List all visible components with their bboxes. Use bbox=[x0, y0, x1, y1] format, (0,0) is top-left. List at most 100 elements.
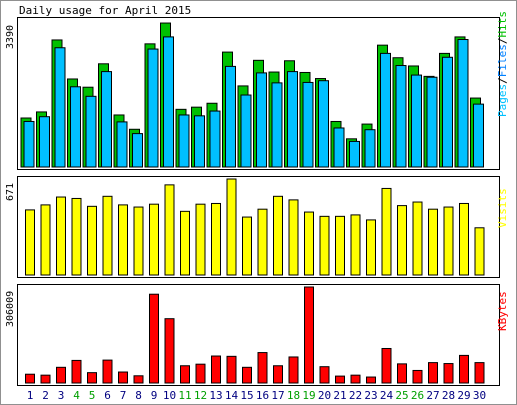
files-bar bbox=[333, 127, 345, 168]
visits-bar bbox=[102, 195, 113, 276]
day-label: 29 bbox=[457, 389, 470, 402]
files-bar bbox=[426, 76, 438, 168]
day-label: 21 bbox=[333, 389, 346, 402]
day-label: 7 bbox=[120, 389, 127, 402]
kbytes-bar bbox=[242, 366, 252, 384]
day-label: 25 bbox=[395, 389, 408, 402]
visits-bar bbox=[288, 199, 299, 276]
files-bar bbox=[54, 47, 66, 168]
visits-bar bbox=[56, 196, 66, 276]
files-bar bbox=[395, 65, 407, 168]
files-bar bbox=[178, 114, 190, 168]
files-bar bbox=[457, 39, 469, 168]
visits-bar bbox=[304, 211, 314, 276]
files-bar bbox=[411, 74, 422, 168]
day-label: 12 bbox=[194, 389, 207, 402]
visits-bar bbox=[257, 208, 268, 276]
visits-bar bbox=[25, 209, 35, 276]
visits-bar bbox=[149, 203, 159, 276]
visits-bar bbox=[412, 201, 423, 276]
day-label: 15 bbox=[240, 389, 253, 402]
kbytes-bar bbox=[71, 359, 82, 384]
day-label: 28 bbox=[442, 389, 455, 402]
day-label: 11 bbox=[178, 389, 191, 402]
files-bar bbox=[70, 86, 81, 168]
day-label: 2 bbox=[42, 389, 49, 402]
visits-bar bbox=[366, 219, 376, 276]
pages-files-hits-legend: Pages/Files/Hits bbox=[496, 11, 509, 117]
files-bar bbox=[101, 71, 112, 168]
day-label: 5 bbox=[89, 389, 96, 402]
kbytes-bar bbox=[428, 362, 438, 384]
kbytes-bar bbox=[56, 366, 66, 384]
kbytes-bar bbox=[25, 373, 35, 384]
files-bar bbox=[473, 103, 484, 168]
visits-bar bbox=[164, 184, 175, 276]
visits-bar bbox=[428, 208, 438, 276]
day-label: 18 bbox=[287, 389, 300, 402]
visits-bar bbox=[335, 215, 345, 276]
day-label: 19 bbox=[302, 389, 315, 402]
visits-bar bbox=[71, 197, 82, 276]
day-label: 8 bbox=[135, 389, 142, 402]
files-bar bbox=[116, 121, 128, 168]
legend-pages: Pages bbox=[496, 84, 509, 117]
visits-bar bbox=[118, 204, 128, 276]
kbytes-axis-max: 306009 bbox=[5, 291, 16, 327]
kbytes-bar bbox=[257, 352, 268, 384]
visits-bar bbox=[443, 206, 454, 276]
kbytes-bar bbox=[273, 365, 283, 384]
kbytes-bar bbox=[319, 366, 330, 384]
day-labels: 1 2 3 4 5 6 7 8 9 10 11 12 13 14 15 16 17 18 19 20 21 22 23 24 2… bbox=[27, 389, 486, 402]
visits-bar bbox=[350, 214, 361, 276]
legend-files: Files bbox=[496, 44, 509, 77]
files-bar bbox=[39, 116, 50, 168]
files-bar bbox=[287, 71, 298, 168]
legend-visits: Visits bbox=[496, 188, 509, 228]
files-bar bbox=[163, 36, 174, 168]
hits-files-bars bbox=[20, 22, 484, 168]
legend-kbytes: KBytes bbox=[496, 291, 509, 331]
kbytes-bar bbox=[164, 318, 175, 384]
kbytes-bar bbox=[87, 372, 97, 384]
day-label: 30 bbox=[473, 389, 486, 402]
kbytes-bar bbox=[40, 374, 51, 384]
pages-axis-max: 3390 bbox=[5, 25, 16, 49]
kbytes-bar bbox=[180, 365, 190, 384]
day-label: 6 bbox=[104, 389, 111, 402]
kbytes-bar bbox=[288, 356, 299, 384]
kbytes-bar bbox=[118, 371, 128, 384]
files-bar bbox=[85, 95, 97, 168]
visits-bars bbox=[25, 178, 485, 276]
visits-bar bbox=[180, 210, 190, 276]
visits-bar bbox=[397, 205, 407, 276]
day-label: 13 bbox=[209, 389, 222, 402]
day-label: 17 bbox=[271, 389, 284, 402]
visits-bar bbox=[133, 206, 144, 276]
day-label: 9 bbox=[151, 389, 158, 402]
visits-bar bbox=[381, 187, 392, 276]
visits-bar bbox=[195, 203, 206, 276]
files-bar bbox=[194, 115, 205, 168]
files-bar bbox=[364, 129, 376, 168]
kbytes-bar bbox=[226, 355, 237, 384]
files-bar bbox=[442, 56, 453, 168]
visits-axis-max: 671 bbox=[5, 183, 16, 201]
files-bar bbox=[318, 80, 329, 168]
visits-bar bbox=[319, 215, 330, 276]
files-bar bbox=[23, 120, 35, 168]
files-bar bbox=[209, 110, 221, 168]
visits-bar bbox=[242, 216, 252, 276]
visits-bar bbox=[474, 227, 485, 276]
kbytes-bar bbox=[381, 347, 392, 384]
visits-bar bbox=[273, 195, 283, 276]
chart-title: Daily usage for April 2015 bbox=[19, 4, 191, 17]
day-label: 26 bbox=[411, 389, 424, 402]
legend-hits: Hits bbox=[496, 11, 509, 38]
files-bar bbox=[349, 140, 360, 168]
kbytes-bar bbox=[133, 375, 144, 384]
kbytes-bar bbox=[102, 359, 113, 384]
visits-bar bbox=[459, 202, 469, 276]
day-label: 27 bbox=[426, 389, 439, 402]
